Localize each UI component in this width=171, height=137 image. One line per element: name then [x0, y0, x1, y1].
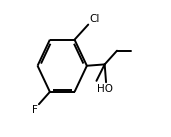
- Text: F: F: [32, 105, 38, 115]
- Text: HO: HO: [97, 84, 113, 94]
- Text: Cl: Cl: [89, 14, 99, 24]
